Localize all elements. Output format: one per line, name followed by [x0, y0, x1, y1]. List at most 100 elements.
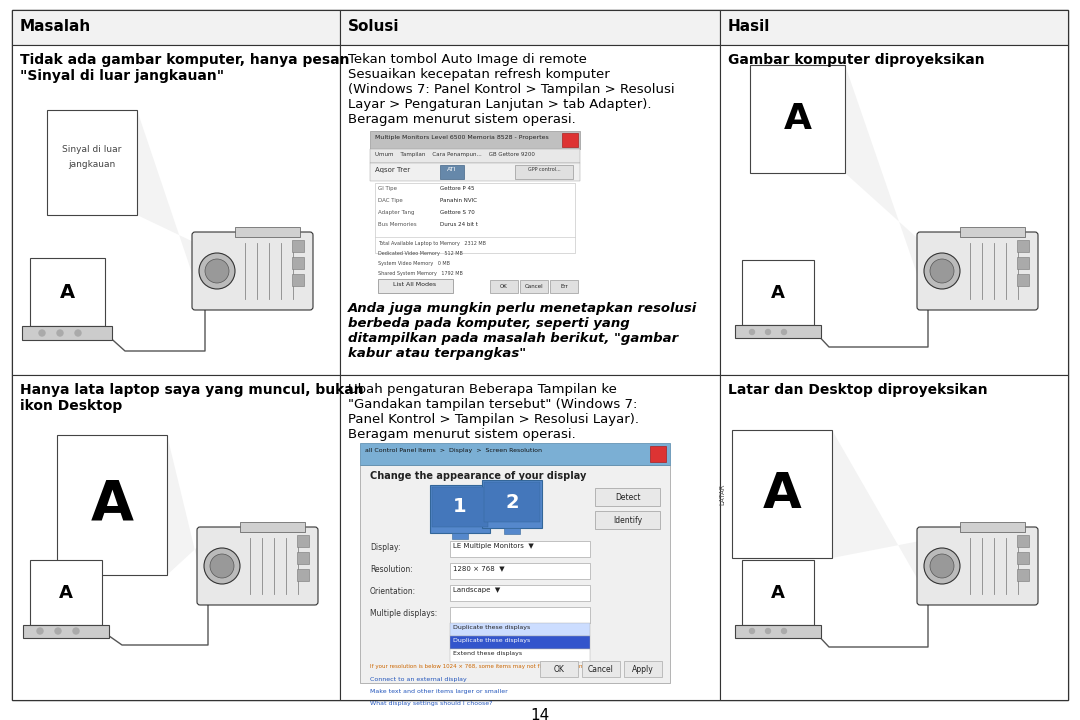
Text: Shared System Memory   1792 MB: Shared System Memory 1792 MB — [378, 271, 463, 276]
Text: "Gandakan tampilan tersebut" (Windows 7:: "Gandakan tampilan tersebut" (Windows 7: — [348, 398, 637, 411]
Text: Change the appearance of your display: Change the appearance of your display — [370, 471, 586, 481]
Circle shape — [930, 259, 954, 283]
Bar — [519, 280, 548, 293]
Text: List All Modes: List All Modes — [393, 282, 436, 287]
Bar — [582, 661, 620, 677]
FancyBboxPatch shape — [917, 232, 1038, 310]
Text: ATI: ATI — [447, 167, 457, 172]
Bar — [960, 522, 1025, 532]
Text: Extend these displays: Extend these displays — [453, 651, 522, 656]
Circle shape — [39, 330, 45, 336]
Bar — [490, 280, 518, 293]
Text: Panahin NVIC: Panahin NVIC — [440, 198, 477, 203]
Text: Latar dan Desktop diproyeksikan: Latar dan Desktop diproyeksikan — [728, 383, 987, 397]
Text: Bus Memories: Bus Memories — [378, 222, 417, 227]
Circle shape — [782, 330, 786, 335]
Text: Dedicated Video Memory   512 MB: Dedicated Video Memory 512 MB — [378, 251, 463, 256]
Bar — [450, 541, 590, 557]
Polygon shape — [845, 65, 924, 297]
Bar — [450, 636, 590, 649]
Text: Multiple displays:: Multiple displays: — [370, 609, 437, 618]
Text: A: A — [91, 478, 134, 532]
Bar — [297, 552, 309, 564]
Text: kabur atau terpangkas": kabur atau terpangkas" — [348, 347, 526, 360]
Text: Gambar komputer diproyeksikan: Gambar komputer diproyeksikan — [728, 53, 985, 67]
Text: GPP control...: GPP control... — [528, 167, 561, 172]
Bar — [742, 260, 814, 325]
Circle shape — [766, 330, 770, 335]
Text: Hanya lata laptop saya yang muncul, bukan: Hanya lata laptop saya yang muncul, buka… — [21, 383, 364, 397]
Text: Cancel: Cancel — [525, 284, 543, 289]
Bar — [450, 563, 590, 579]
Circle shape — [750, 330, 755, 335]
Bar — [297, 569, 309, 581]
Bar — [504, 528, 519, 534]
Bar — [340, 10, 720, 45]
Text: Solusi: Solusi — [348, 19, 400, 34]
Text: ikon Desktop: ikon Desktop — [21, 399, 122, 413]
Circle shape — [924, 548, 960, 584]
Text: 14: 14 — [530, 708, 550, 720]
Circle shape — [210, 554, 234, 578]
Text: 1280 × 768  ▼: 1280 × 768 ▼ — [453, 565, 504, 571]
Bar — [30, 560, 102, 625]
Bar — [30, 258, 105, 326]
Bar — [595, 511, 660, 529]
Bar — [1017, 274, 1029, 286]
Bar — [370, 149, 580, 163]
Bar — [57, 435, 167, 575]
Circle shape — [204, 548, 240, 584]
Circle shape — [924, 253, 960, 289]
Polygon shape — [832, 430, 924, 592]
Text: Identify: Identify — [613, 516, 643, 525]
Bar — [1017, 257, 1029, 269]
Text: berbeda pada komputer, seperti yang: berbeda pada komputer, seperti yang — [348, 317, 630, 330]
Text: Landscape  ▼: Landscape ▼ — [453, 587, 500, 593]
Bar — [595, 488, 660, 506]
Text: Masalah: Masalah — [21, 19, 91, 34]
Text: Gl Tipe: Gl Tipe — [378, 186, 397, 191]
Text: Tidak ada gambar komputer, hanya pesan: Tidak ada gambar komputer, hanya pesan — [21, 53, 350, 67]
Text: Layar > Pengaturan Lanjutan > tab Adapter).: Layar > Pengaturan Lanjutan > tab Adapte… — [348, 98, 651, 111]
Bar — [432, 487, 488, 527]
Bar — [340, 45, 720, 375]
Bar — [515, 165, 573, 179]
Bar — [12, 10, 340, 45]
Text: System Video Memory   0 MB: System Video Memory 0 MB — [378, 261, 450, 266]
Circle shape — [57, 330, 63, 336]
Text: Tekan tombol Auto Image di remote: Tekan tombol Auto Image di remote — [348, 53, 586, 66]
Text: Total Available Laptop to Memory   2312 MB: Total Available Laptop to Memory 2312 MB — [378, 241, 486, 246]
Bar — [23, 625, 109, 638]
Text: Sinyal di luar: Sinyal di luar — [63, 145, 122, 154]
Text: Resolution:: Resolution: — [370, 565, 413, 574]
Text: A: A — [59, 282, 76, 302]
Bar — [735, 325, 821, 338]
Text: OK: OK — [554, 665, 565, 673]
Text: Orientation:: Orientation: — [370, 587, 416, 596]
Bar — [375, 183, 575, 253]
Text: "Sinyal di luar jangkauan": "Sinyal di luar jangkauan" — [21, 69, 225, 83]
Bar — [624, 661, 662, 677]
Text: Apply: Apply — [632, 665, 653, 673]
Bar — [360, 443, 670, 465]
Text: Durus 24 bit t: Durus 24 bit t — [440, 222, 477, 227]
Circle shape — [766, 629, 770, 634]
Bar — [742, 560, 814, 625]
Text: Gettore S 70: Gettore S 70 — [440, 210, 475, 215]
Bar — [1017, 569, 1029, 581]
Text: Anda juga mungkin perlu menetapkan resolusi: Anda juga mungkin perlu menetapkan resol… — [348, 302, 698, 315]
Bar — [482, 480, 542, 528]
Text: all Control Panel Items  >  Display  >  Screen Resolution: all Control Panel Items > Display > Scre… — [365, 448, 542, 453]
Bar — [450, 585, 590, 601]
Bar — [650, 446, 666, 462]
Text: OK: OK — [500, 284, 508, 289]
Text: Detect: Detect — [616, 493, 640, 502]
Circle shape — [75, 330, 81, 336]
Bar — [240, 522, 305, 532]
Text: Umum    Tampilan    Cara Penampun...    GB Gettore 9200: Umum Tampilan Cara Penampun... GB Gettor… — [375, 152, 535, 157]
Text: Cancel: Cancel — [589, 665, 613, 673]
Text: Multiple Monitors Level 6500 Memoria 8528 - Propertes: Multiple Monitors Level 6500 Memoria 852… — [375, 135, 549, 140]
Text: A: A — [59, 583, 73, 601]
Bar — [960, 227, 1025, 237]
Text: Sesuaikan kecepatan refresh komputer: Sesuaikan kecepatan refresh komputer — [348, 68, 610, 81]
